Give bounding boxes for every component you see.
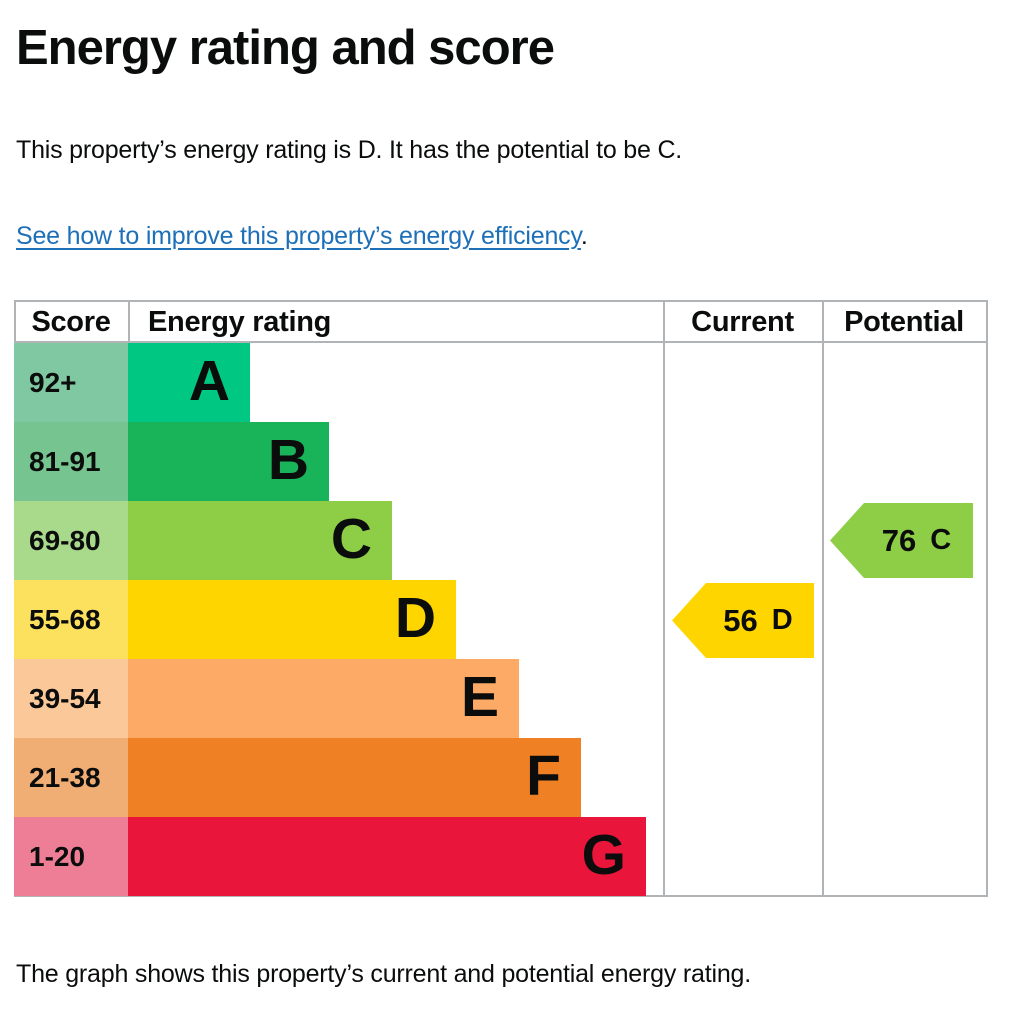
score-range-b: 81-91	[14, 422, 128, 501]
header-bottom-border	[14, 341, 988, 343]
score-column-divider	[128, 300, 130, 343]
potential-rating-arrow: 76 C	[830, 503, 973, 578]
band-bar-b: B	[128, 422, 329, 501]
current-rating-band: D	[771, 604, 793, 636]
score-range-d: 55-68	[14, 580, 128, 659]
potential-rating-value: 76	[881, 522, 917, 558]
current-rating-arrow: 56 D	[672, 583, 814, 658]
improve-efficiency-link-line: See how to improve this property’s energ…	[16, 222, 588, 251]
energy-rating-graph: Score Energy rating Current Potential 92…	[14, 300, 988, 898]
table-right-border	[986, 300, 988, 897]
link-suffix: .	[580, 222, 588, 250]
rating-summary-text: This property’s energy rating is D. It h…	[16, 136, 683, 164]
band-bar-g: G	[128, 817, 646, 896]
band-row-c: 69-80 C	[14, 501, 674, 580]
band-row-f: 21-38 F	[14, 738, 674, 817]
current-column-divider	[663, 300, 665, 897]
score-range-e: 39-54	[14, 659, 128, 738]
potential-rating-band: C	[930, 524, 952, 556]
column-header-energy-rating: Energy rating	[148, 306, 332, 338]
band-row-g: 1-20 G	[14, 817, 674, 896]
band-row-b: 81-91 B	[14, 422, 674, 501]
header-left-border	[14, 300, 16, 343]
potential-column-divider	[822, 300, 824, 897]
band-row-e: 39-54 E	[14, 659, 674, 738]
band-bar-a: A	[128, 343, 250, 422]
table-bottom-border	[14, 895, 988, 897]
band-bar-d: D	[128, 580, 456, 659]
table-top-border	[14, 300, 988, 302]
score-range-g: 1-20	[14, 817, 128, 896]
band-rows: 92+ A 81-91 B 69-80 C 55-68 D 39-54 E 21…	[14, 343, 674, 896]
current-rating-value: 56	[723, 602, 758, 638]
improve-efficiency-link[interactable]: See how to improve this property’s energ…	[16, 222, 581, 250]
band-row-d: 55-68 D	[14, 580, 674, 659]
column-header-score: Score	[31, 306, 111, 338]
band-row-a: 92+ A	[14, 343, 674, 422]
band-bar-e: E	[128, 659, 519, 738]
band-bar-f: F	[128, 738, 581, 817]
column-header-current: Current	[691, 306, 794, 338]
graph-caption: The graph shows this property’s current …	[16, 960, 751, 988]
score-range-c: 69-80	[14, 501, 128, 580]
band-bar-c: C	[128, 501, 392, 580]
score-range-a: 92+	[14, 343, 128, 422]
score-range-f: 21-38	[14, 738, 128, 817]
page-title: Energy rating and score	[16, 21, 555, 75]
column-header-potential: Potential	[844, 306, 964, 338]
